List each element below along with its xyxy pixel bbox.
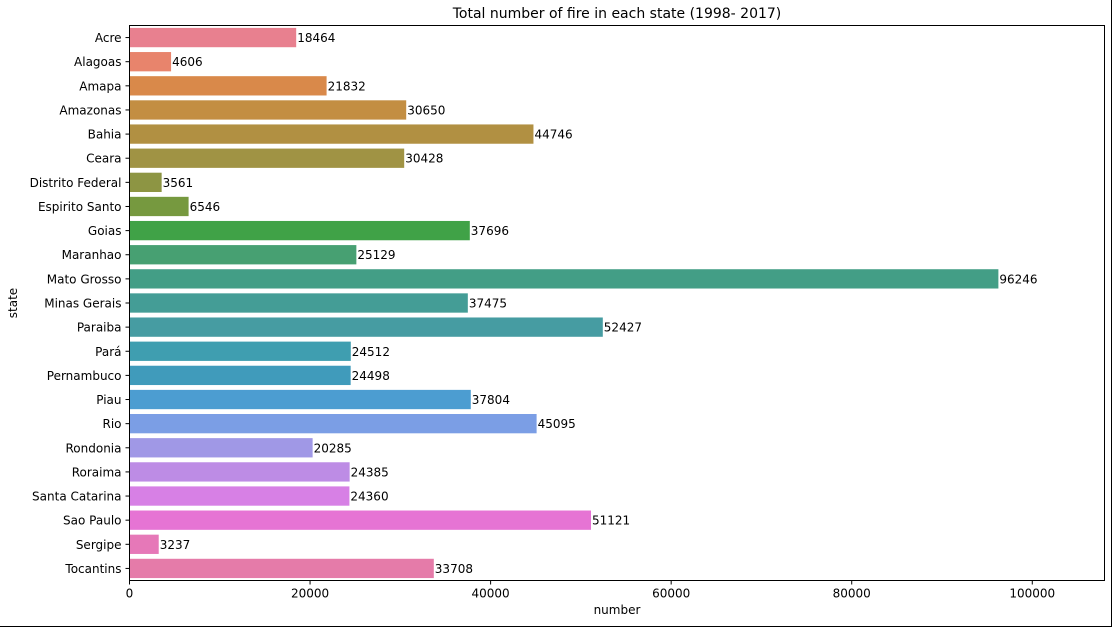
bar xyxy=(129,486,350,506)
bar xyxy=(129,124,534,144)
y-tick-label: Piau xyxy=(96,393,121,407)
bar-data-label: 18464 xyxy=(297,31,335,45)
bar-data-label: 96246 xyxy=(999,272,1037,286)
y-tick-label: Maranhao xyxy=(62,248,122,262)
bar-data-label: 37804 xyxy=(472,393,510,407)
x-tick-label: 80000 xyxy=(833,587,871,601)
bar xyxy=(129,196,189,217)
x-tick-label: 0 xyxy=(126,587,134,601)
bar-data-label: 3237 xyxy=(160,538,191,552)
y-tick-label: Minas Gerais xyxy=(44,297,121,311)
bar xyxy=(129,148,405,168)
bar-data-label: 4606 xyxy=(172,55,203,69)
y-tick-label: Pernambuco xyxy=(47,369,122,383)
bar xyxy=(129,438,313,458)
bar xyxy=(129,27,297,48)
bar xyxy=(129,293,468,313)
bar xyxy=(129,269,999,289)
bar-data-label: 44746 xyxy=(534,128,572,142)
bar-data-label: 33708 xyxy=(435,562,473,576)
bar-data-label: 25129 xyxy=(357,248,395,262)
bar xyxy=(129,534,159,554)
y-tick-label: Amazonas xyxy=(59,103,121,117)
bar-data-label: 30428 xyxy=(405,152,443,166)
bar-data-label: 24512 xyxy=(352,345,390,359)
bar xyxy=(129,341,351,361)
bar-data-label: 24498 xyxy=(352,369,390,383)
bar-data-label: 24385 xyxy=(351,465,389,479)
y-tick-label: Sao Paulo xyxy=(63,514,121,528)
bar xyxy=(129,245,357,265)
bar xyxy=(129,100,407,120)
data-labels-layer: 18464 4606 21832 30650 44746 30428 3561 6546 376… xyxy=(160,31,1038,576)
x-axis-ticks: 0 20000 40000 60000 80000 100000 xyxy=(126,580,1055,601)
bar xyxy=(129,389,471,410)
bar xyxy=(129,76,327,96)
bar-data-label: 20285 xyxy=(314,441,352,455)
y-tick-label: Distrito Federal xyxy=(30,176,122,190)
y-axis-ticks: Acre Alagoas Amapa Amazonas Bahia Ceara Distri… xyxy=(30,31,130,576)
bars-layer xyxy=(129,27,999,579)
y-tick-label: Sergipe xyxy=(76,538,122,552)
bar xyxy=(129,317,603,337)
bar-data-label: 37696 xyxy=(471,224,509,238)
y-tick-label: Alagoas xyxy=(74,55,121,69)
y-tick-label: Paraiba xyxy=(77,321,122,335)
y-tick-label: Santa Catarina xyxy=(32,490,121,504)
bar-data-label: 37475 xyxy=(469,297,507,311)
bar-data-label: 24360 xyxy=(350,490,388,504)
chart-title: Total number of fire in each state (1998… xyxy=(452,6,782,22)
bar xyxy=(129,52,172,72)
plot-area-frame xyxy=(129,25,1105,581)
bar-data-label: 30650 xyxy=(407,103,445,117)
bar xyxy=(129,414,537,434)
x-tick-label: 100000 xyxy=(1009,587,1055,601)
bar xyxy=(129,558,434,579)
y-tick-label: Roraima xyxy=(72,465,122,479)
bar-data-label: 52427 xyxy=(604,321,642,335)
y-tick-label: Mato Grosso xyxy=(47,272,122,286)
y-tick-label: Rondonia xyxy=(66,441,122,455)
bar xyxy=(129,510,592,530)
y-tick-label: Espirito Santo xyxy=(38,200,122,214)
y-tick-label: Ceara xyxy=(86,152,121,166)
bar-data-label: 6546 xyxy=(190,200,221,214)
y-tick-label: Pará xyxy=(95,345,121,359)
bar xyxy=(129,220,470,241)
y-tick-label: Acre xyxy=(95,31,122,45)
bar-data-label: 51121 xyxy=(592,514,630,528)
bar xyxy=(129,172,162,192)
y-tick-label: Amapa xyxy=(79,79,121,93)
x-tick-label: 60000 xyxy=(652,587,690,601)
y-tick-label: Tocantins xyxy=(64,562,121,576)
x-tick-label: 20000 xyxy=(291,587,329,601)
bar-data-label: 21832 xyxy=(328,79,366,93)
y-tick-label: Rio xyxy=(102,417,121,431)
y-tick-label: Bahia xyxy=(88,128,122,142)
bar xyxy=(129,462,350,482)
y-tick-label: Goias xyxy=(88,224,122,238)
y-axis-title: state xyxy=(6,288,20,318)
x-axis-title: number xyxy=(594,603,641,617)
x-tick-label: 40000 xyxy=(472,587,510,601)
bar-data-label: 3561 xyxy=(163,176,194,190)
bar xyxy=(129,365,351,386)
bar-data-label: 45095 xyxy=(538,417,576,431)
